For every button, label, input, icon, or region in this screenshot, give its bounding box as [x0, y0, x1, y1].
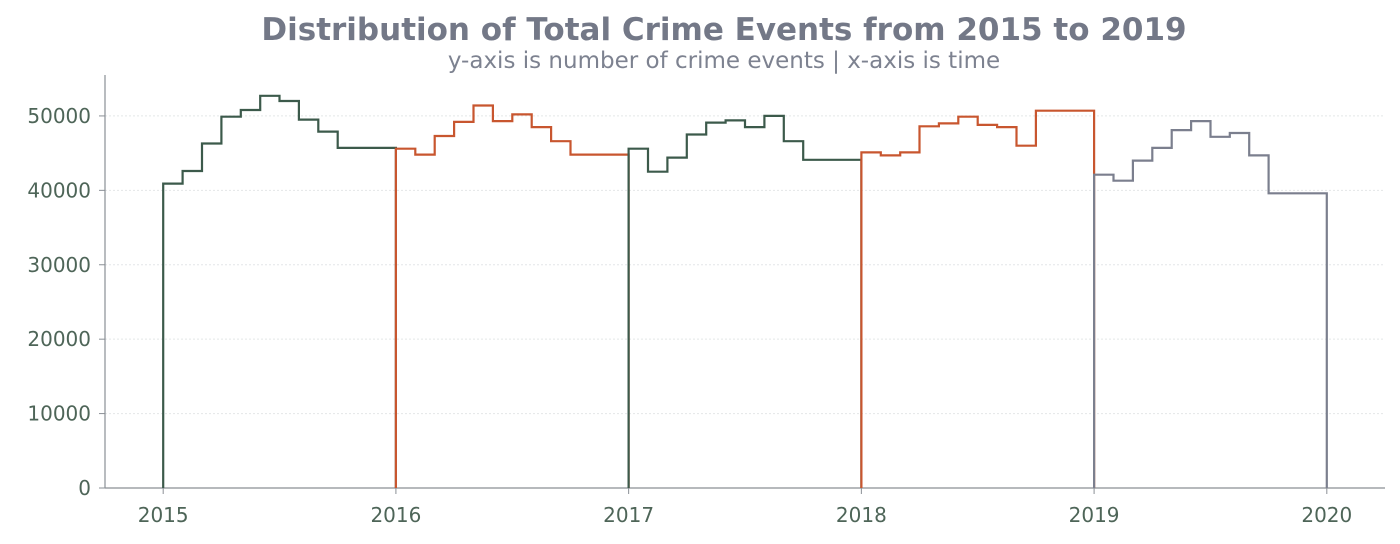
- series-2018-step-line: [860, 109, 1096, 488]
- x-tick-label: 2020: [1301, 503, 1352, 527]
- x-tick-label: 2018: [836, 503, 887, 527]
- x-tick-label: 2015: [138, 503, 189, 527]
- y-tick-label: 20000: [27, 327, 91, 351]
- y-tick-label: 50000: [27, 104, 91, 128]
- x-tick-label: 2019: [1069, 503, 1120, 527]
- series-2015-step-line: [162, 94, 397, 488]
- chart-title: Distribution of Total Crime Events from …: [261, 12, 1187, 48]
- y-tick-label: 10000: [27, 402, 91, 426]
- x-tick-label: 2016: [370, 503, 421, 527]
- series-2017-step-line: [627, 114, 863, 488]
- series-2019-step-line: [1093, 120, 1328, 488]
- chart-subtitle: y-axis is number of crime events | x-axi…: [447, 48, 1001, 74]
- y-tick-label: 0: [78, 476, 91, 500]
- series-2016-step-line: [394, 104, 630, 488]
- y-tick-label: 30000: [27, 253, 91, 277]
- y-tick-label: 40000: [27, 178, 91, 202]
- x-tick-label: 2017: [603, 503, 654, 527]
